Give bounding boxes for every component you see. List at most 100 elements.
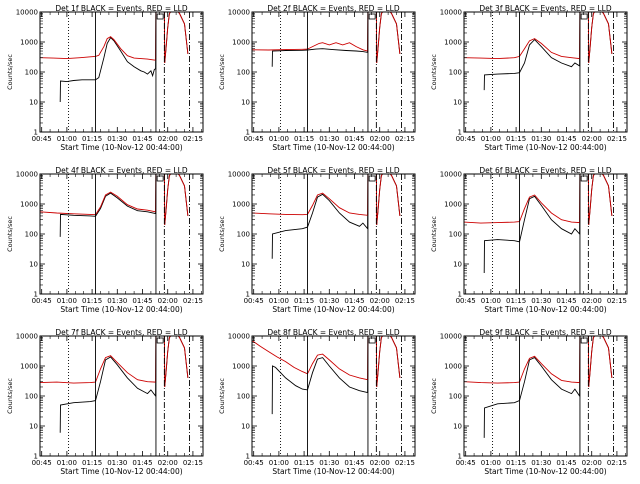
detector-panel-4: 1 10 100 1000 10000 00:45 01:00 01:15 01:30 01:45… (6, 166, 204, 314)
panel-title: Det 7f BLACK = Events, RED = LLD (55, 328, 188, 337)
x-tick-label: 01:15 (82, 459, 102, 467)
y-tick-label: 10000 (228, 9, 250, 17)
x-tick-label: 01:30 (319, 459, 339, 467)
y-tick-label: 10000 (440, 171, 462, 179)
x-tick-label: 02:15 (395, 135, 415, 143)
y-tick-label: 1 (34, 129, 38, 137)
x-tick-label: 01:15 (294, 135, 314, 143)
x-tick-label: 01:30 (319, 135, 339, 143)
lld-series-line (40, 12, 189, 64)
x-tick-label: 01:45 (556, 459, 576, 467)
x-tick-label: 01:30 (107, 297, 127, 305)
x-tick-label: 01:45 (344, 297, 364, 305)
y-tick-label: 10 (29, 423, 38, 431)
lld-series-line (464, 12, 613, 64)
plot-frame (463, 173, 628, 295)
y-tick-label: 1000 (232, 363, 250, 371)
y-tick-label: 100 (237, 69, 250, 77)
x-tick-label: 00:45 (244, 297, 264, 305)
x-tick-label: 01:00 (481, 297, 501, 305)
events-series-line (483, 336, 613, 438)
x-tick-label: 00:45 (456, 135, 476, 143)
x-tick-label: 01:15 (506, 459, 526, 467)
y-tick-label: 1 (34, 453, 38, 461)
panel-title: Det 9f BLACK = Events, RED = LLD (479, 328, 612, 337)
attenuator-marker (156, 13, 164, 20)
y-tick-label: 1000 (444, 201, 462, 209)
y-tick-label: 1 (34, 291, 38, 299)
attenuator-marker (368, 13, 376, 20)
y-tick-label: 100 (25, 393, 38, 401)
x-tick-label: 01:00 (269, 135, 289, 143)
x-tick-label: 01:30 (531, 459, 551, 467)
panel-title: Det 5f BLACK = Events, RED = LLD (267, 166, 400, 175)
x-tick-label: 01:45 (132, 459, 152, 467)
x-tick-label: 00:45 (32, 459, 52, 467)
x-axis-label: Start Time (10-Nov-12 00:44:00) (484, 143, 606, 152)
x-tick-label: 01:45 (344, 135, 364, 143)
x-tick-label: 02:15 (607, 135, 627, 143)
y-tick-label: 10000 (228, 333, 250, 341)
y-tick-label: 10000 (228, 171, 250, 179)
y-axis-label: Counts/sec (218, 378, 226, 414)
x-tick-label: 01:00 (57, 459, 77, 467)
y-tick-label: 100 (237, 393, 250, 401)
y-tick-label: 10000 (16, 333, 38, 341)
x-axis-label: Start Time (10-Nov-12 00:44:00) (272, 305, 394, 314)
x-tick-label: 01:45 (556, 135, 576, 143)
y-tick-label: 1000 (444, 39, 462, 47)
x-tick-label: 02:15 (607, 459, 627, 467)
y-tick-label: 1000 (232, 201, 250, 209)
y-axis-label: Counts/sec (430, 378, 438, 414)
y-tick-label: 100 (25, 231, 38, 239)
detector-panel-5: 1 10 100 1000 10000 00:45 01:00 01:15 01:30 01:45… (218, 166, 416, 314)
y-tick-label: 100 (449, 69, 462, 77)
attenuator-marker (156, 337, 164, 344)
x-tick-label: 01:00 (57, 297, 77, 305)
y-tick-label: 1 (246, 453, 250, 461)
detector-panel-1: 1 10 100 1000 10000 00:45 01:00 01:15 01:30 01:45… (6, 4, 204, 152)
x-tick-label: 01:30 (319, 297, 339, 305)
y-tick-label: 1000 (20, 39, 38, 47)
x-tick-label: 02:00 (158, 135, 178, 143)
x-tick-label: 02:00 (370, 135, 390, 143)
x-tick-label: 02:15 (183, 297, 203, 305)
attenuator-marker (580, 13, 588, 20)
plot-frame (39, 11, 204, 133)
detector-panel-7: 1 10 100 1000 10000 00:45 01:00 01:15 01:30 01:45… (6, 328, 204, 476)
x-tick-label: 00:45 (244, 135, 264, 143)
y-tick-label: 10 (241, 261, 250, 269)
x-tick-label: 02:00 (370, 297, 390, 305)
y-tick-label: 1 (458, 129, 462, 137)
x-tick-label: 00:45 (456, 297, 476, 305)
x-tick-label: 02:00 (370, 459, 390, 467)
x-tick-label: 01:45 (132, 135, 152, 143)
panel-title: Det 3f BLACK = Events, RED = LLD (479, 4, 612, 13)
x-tick-label: 01:00 (481, 459, 501, 467)
lld-series-line (464, 336, 613, 388)
lld-series-line (252, 12, 401, 64)
lld-series-line (40, 174, 189, 226)
x-tick-label: 01:15 (294, 459, 314, 467)
y-tick-label: 10 (29, 261, 38, 269)
x-tick-label: 02:00 (158, 297, 178, 305)
x-tick-label: 01:30 (107, 459, 127, 467)
y-tick-label: 1000 (20, 363, 38, 371)
x-axis-label: Start Time (10-Nov-12 00:44:00) (272, 467, 394, 476)
x-tick-label: 01:45 (344, 459, 364, 467)
y-axis-label: Counts/sec (6, 216, 14, 252)
x-tick-label: 01:30 (531, 135, 551, 143)
x-tick-label: 02:00 (582, 459, 602, 467)
plot-frame (251, 11, 416, 133)
x-axis-label: Start Time (10-Nov-12 00:44:00) (484, 467, 606, 476)
y-tick-label: 1 (458, 291, 462, 299)
y-axis-label: Counts/sec (218, 216, 226, 252)
x-tick-label: 02:00 (582, 135, 602, 143)
y-axis-label: Counts/sec (430, 54, 438, 90)
panel-title: Det 4f BLACK = Events, RED = LLD (55, 166, 188, 175)
y-tick-label: 100 (25, 69, 38, 77)
y-tick-label: 100 (449, 231, 462, 239)
events-series-line (271, 336, 401, 415)
